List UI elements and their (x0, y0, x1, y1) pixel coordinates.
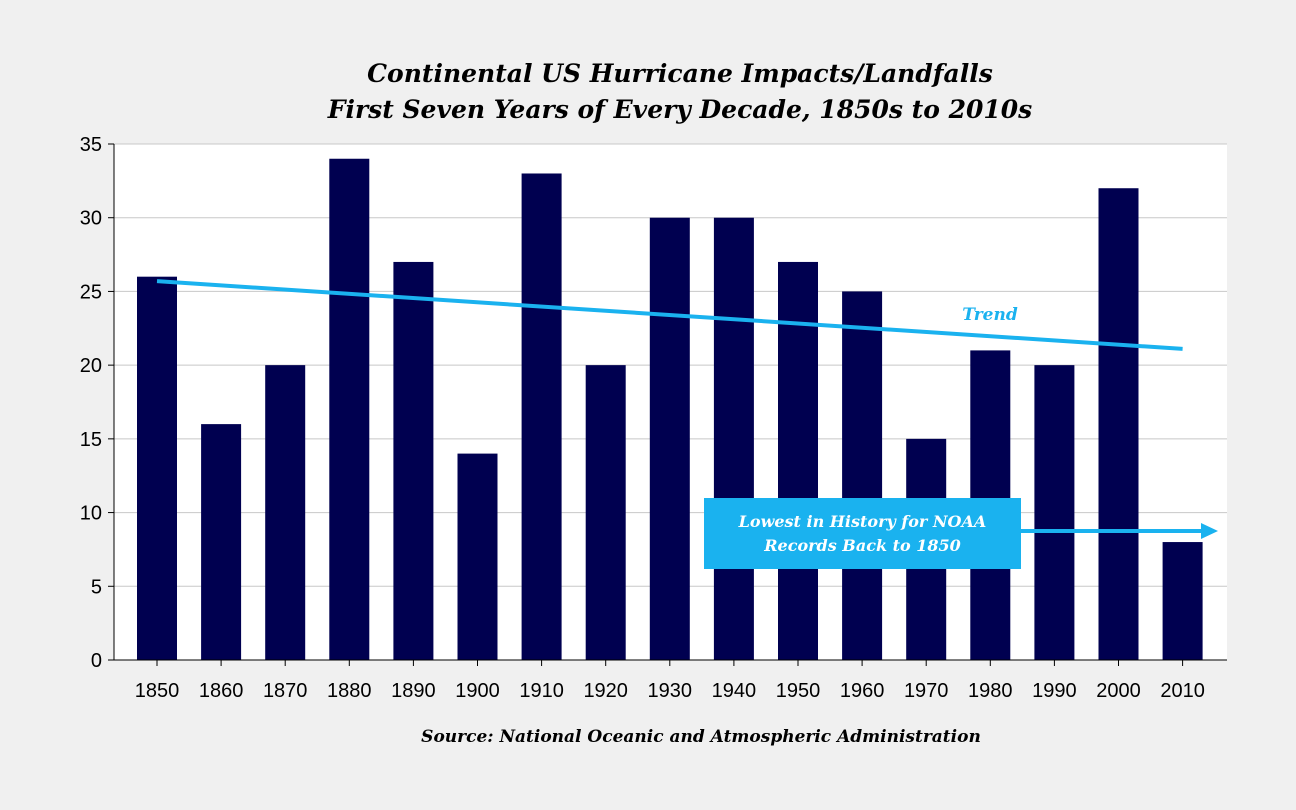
callout-line1: Lowest in History for NOAA (738, 511, 987, 531)
x-tick-label: 1930 (648, 680, 693, 702)
x-tick-label: 1980 (968, 680, 1013, 702)
bar-1880 (329, 158, 370, 660)
bar-1860 (201, 424, 242, 660)
bar-1870 (265, 365, 306, 660)
x-tick-label: 1960 (840, 680, 885, 702)
lowest-callout-box: Lowest in History for NOAA Records Back … (704, 498, 1021, 569)
y-tick-label: 30 (80, 208, 102, 230)
bar-1890 (393, 261, 434, 660)
callout-line2: Records Back to 1850 (764, 535, 961, 555)
bar-2000 (1098, 188, 1139, 660)
bar-2010 (1162, 542, 1203, 660)
bar-1990 (1034, 365, 1075, 660)
x-tick-label: 1890 (391, 680, 436, 702)
y-axis-ticks: 0 5 10 15 20 25 30 35 (80, 134, 115, 672)
bar-1950 (778, 261, 818, 660)
x-tick-label: 1860 (199, 680, 244, 702)
bar-1920 (585, 365, 626, 660)
bars (137, 158, 1203, 660)
bar-1930 (649, 217, 690, 660)
x-tick-label: 1870 (263, 680, 308, 702)
bar-1960 (842, 291, 883, 660)
bar-1910 (521, 173, 562, 660)
x-tick-label: 2010 (1160, 680, 1205, 702)
bar-1850 (137, 276, 177, 660)
y-tick-label: 20 (80, 355, 102, 377)
chart-title-line1: Continental US Hurricane Impacts/Landfal… (367, 59, 993, 88)
x-tick-label: 1970 (904, 680, 949, 702)
x-tick-label: 1910 (519, 680, 564, 702)
bar-1900 (457, 453, 498, 660)
trend-label: Trend (962, 305, 1018, 325)
y-tick-label: 0 (91, 650, 102, 672)
y-tick-label: 35 (80, 134, 102, 156)
source-note: Source: National Oceanic and Atmospheric… (421, 727, 981, 747)
y-tick-label: 10 (80, 503, 102, 525)
trend-line (156, 279, 1183, 351)
y-tick-label: 25 (80, 281, 102, 303)
callout-arrowhead (1201, 523, 1218, 539)
trend-line-group: Trend (156, 279, 1183, 351)
bar-1940 (713, 217, 754, 660)
x-tick-label: 2000 (1096, 680, 1141, 702)
x-tick-label: 1920 (583, 680, 628, 702)
y-tick-label: 15 (80, 429, 102, 451)
x-tick-label: 1940 (712, 680, 757, 702)
x-tick-label: 1900 (455, 680, 500, 702)
chart-title-line2: First Seven Years of Every Decade, 1850s… (327, 95, 1033, 124)
x-tick-label: 1880 (327, 680, 372, 702)
x-tick-label: 1950 (776, 680, 821, 702)
chart-title: Continental US Hurricane Impacts/Landfal… (0, 56, 1296, 128)
x-axis-ticks: 1850 1860 1870 1880 1890 1900 1910 1920 1930 1940… (114, 659, 1227, 702)
y-tick-label: 5 (91, 576, 102, 598)
x-tick-label: 1990 (1032, 680, 1077, 702)
x-tick-label: 1850 (135, 680, 180, 702)
callout-arrow-group (1021, 523, 1218, 539)
